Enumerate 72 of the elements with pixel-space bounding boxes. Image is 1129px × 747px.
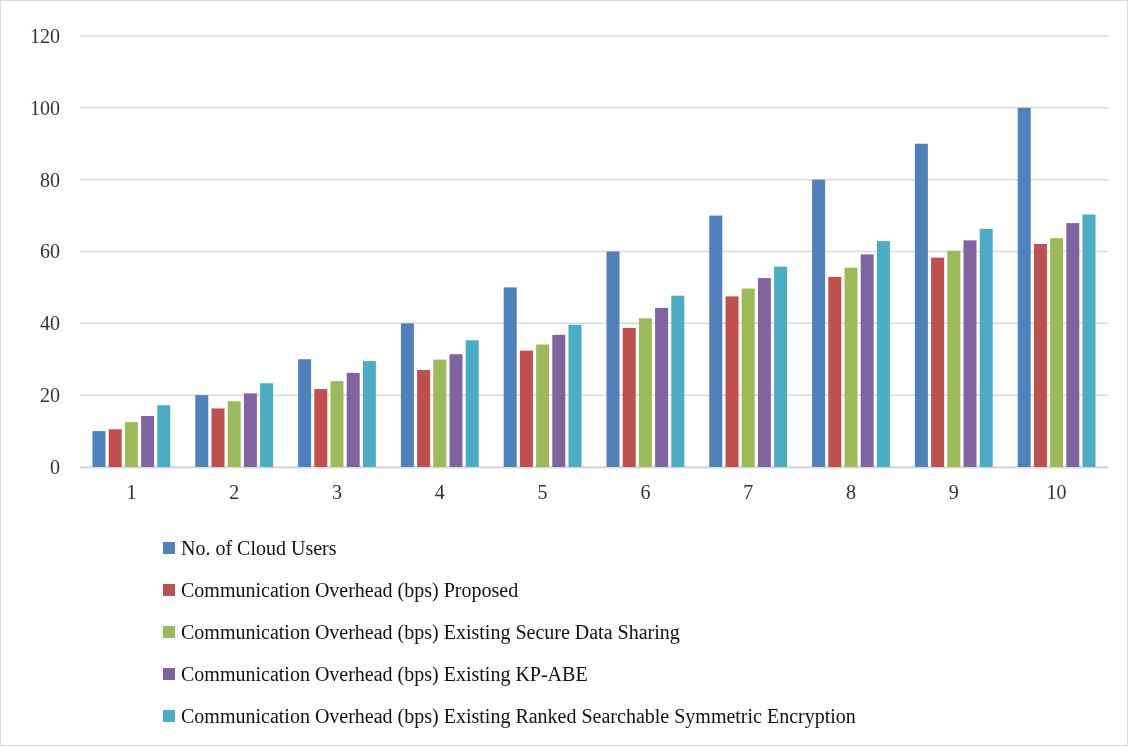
bar — [876, 241, 890, 467]
bar — [465, 340, 479, 467]
bar — [227, 401, 241, 467]
bar — [1082, 214, 1096, 467]
legend-label: Communication Overhead (bps) Existing Secure Data Sharing — [181, 621, 680, 644]
bar — [157, 405, 171, 467]
bar — [108, 429, 122, 467]
bar — [124, 422, 138, 467]
bar — [914, 143, 928, 467]
bar — [552, 334, 566, 467]
x-tick-label: 1 — [126, 481, 137, 504]
bar — [757, 278, 771, 467]
bar — [655, 307, 669, 467]
bar — [606, 251, 620, 467]
bar — [568, 324, 582, 467]
bar — [671, 295, 685, 467]
bar — [536, 344, 550, 467]
bar — [1050, 238, 1064, 467]
y-tick-label: 120 — [30, 24, 60, 47]
bar — [417, 370, 431, 467]
x-tick-label: 8 — [846, 481, 856, 504]
bar — [860, 254, 874, 467]
bar — [931, 257, 945, 467]
legend-label: Communication Overhead (bps) Proposed — [181, 579, 519, 602]
bar — [812, 179, 826, 467]
bar — [92, 431, 106, 467]
y-tick-label: 60 — [40, 240, 60, 263]
bar — [1017, 107, 1031, 467]
bar — [725, 296, 739, 467]
bar — [400, 323, 414, 467]
bar — [709, 215, 723, 467]
bar — [314, 389, 328, 467]
bar — [979, 228, 993, 467]
bar — [622, 328, 636, 467]
bar — [195, 395, 209, 467]
bar — [638, 318, 652, 467]
bar — [433, 359, 447, 467]
y-tick-label: 40 — [40, 312, 60, 335]
bar — [947, 250, 961, 467]
bar — [298, 359, 312, 467]
bar — [211, 408, 225, 467]
legend-label: Communication Overhead (bps) Existing KP-ABE — [181, 663, 588, 686]
bar — [828, 277, 842, 467]
bar — [844, 267, 858, 467]
x-tick-label: 2 — [229, 481, 240, 504]
bar — [519, 350, 533, 467]
bar — [741, 288, 755, 467]
y-tick-label: 0 — [50, 455, 60, 478]
bar — [141, 416, 155, 467]
x-tick-label: 7 — [743, 481, 754, 504]
bar — [362, 361, 376, 467]
x-tick-label: 3 — [332, 481, 342, 504]
x-tick-label: 5 — [537, 481, 548, 504]
legend-label: No. of Cloud Users — [181, 537, 337, 559]
x-tick-label: 4 — [434, 481, 445, 504]
bar — [243, 393, 257, 467]
bar — [963, 240, 977, 467]
bar — [330, 381, 344, 467]
bar — [449, 354, 463, 467]
bar — [346, 372, 360, 467]
y-tick-label: 20 — [40, 384, 60, 407]
bar — [774, 266, 788, 467]
x-tick-label: 6 — [640, 481, 651, 504]
x-tick-label: 9 — [948, 481, 959, 504]
y-tick-label: 100 — [30, 96, 60, 119]
bar — [260, 383, 274, 467]
bar — [1066, 223, 1080, 467]
bar — [503, 287, 517, 467]
legend-label: Communication Overhead (bps) Existing Ranked Searchable Symmetric Encryption — [181, 705, 856, 728]
x-tick-label: 10 — [1046, 481, 1067, 504]
y-tick-label: 80 — [40, 168, 60, 191]
bar — [1033, 243, 1047, 467]
